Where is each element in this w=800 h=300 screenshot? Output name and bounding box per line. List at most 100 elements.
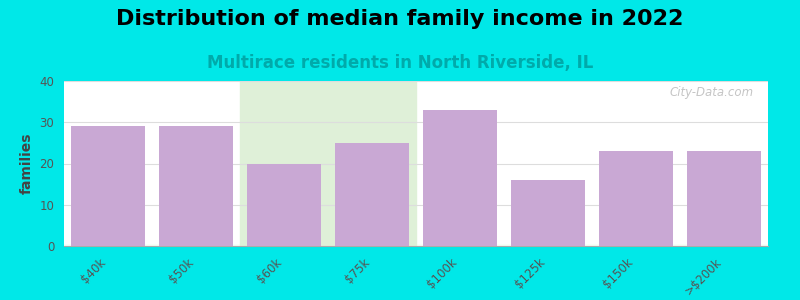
Bar (64, 245, 768, 246)
Bar (64, 245, 768, 246)
Bar (64, 245, 768, 246)
Bar (64, 244, 768, 245)
Bar (64, 244, 768, 245)
Bar (64, 244, 768, 245)
Bar (64, 244, 768, 245)
Bar (64, 244, 768, 245)
Bar (64, 244, 768, 245)
Bar (64, 245, 768, 246)
Bar (64, 244, 768, 245)
Bar (64, 245, 768, 246)
Bar (64, 244, 768, 245)
Bar (64, 245, 768, 246)
Bar (64, 244, 768, 245)
Bar (64, 244, 768, 245)
Bar (64, 244, 768, 245)
Bar (64, 245, 768, 246)
Bar (64, 245, 768, 246)
Y-axis label: families: families (20, 133, 34, 194)
Bar (64, 245, 768, 246)
Bar (64, 244, 768, 245)
Bar (64, 244, 768, 245)
Bar (64, 245, 768, 246)
Bar (64, 245, 768, 246)
Bar (64, 245, 768, 246)
Bar (64, 244, 768, 245)
Bar (64, 244, 768, 245)
Bar (64, 244, 768, 245)
Bar (64, 244, 768, 245)
Bar (64, 245, 768, 246)
Bar (64, 244, 768, 245)
Bar (334, 143, 410, 246)
Bar (64, 244, 768, 245)
Bar (64, 245, 768, 246)
Bar (240, 81, 416, 246)
Bar (64, 244, 768, 245)
Bar (64, 245, 768, 246)
Bar (64, 245, 768, 246)
Bar (64, 245, 768, 246)
Bar (64, 244, 768, 245)
Bar (64, 245, 768, 246)
Bar (64, 244, 768, 245)
Bar (64, 245, 768, 246)
Bar (64, 244, 768, 245)
Bar (64, 244, 768, 245)
Bar (64, 244, 768, 245)
Bar (64, 245, 768, 246)
Bar (64, 244, 768, 245)
Bar (64, 245, 768, 246)
Bar (64, 244, 768, 245)
Bar (64, 245, 768, 246)
Bar (64, 245, 768, 246)
Bar (64, 245, 768, 246)
Bar (64, 244, 768, 245)
Bar (64, 245, 768, 246)
Bar (64, 244, 768, 245)
Bar (64, 245, 768, 246)
Bar (64, 244, 768, 245)
Bar (64, 245, 768, 246)
Bar (64, 245, 768, 246)
Bar (64, 244, 768, 245)
Bar (64, 245, 768, 246)
Bar (64, 245, 768, 246)
Bar (64, 245, 768, 246)
Bar (64, 244, 768, 245)
Bar (64, 244, 768, 245)
Bar (64, 244, 768, 245)
Bar (64, 245, 768, 246)
Bar (64, 244, 768, 245)
Bar (64, 244, 768, 245)
Bar (64, 245, 768, 246)
Bar (64, 244, 768, 245)
Bar (64, 245, 768, 246)
Bar (64, 245, 768, 246)
Bar (64, 244, 768, 245)
Bar (64, 245, 768, 246)
Bar (64, 245, 768, 246)
Bar (64, 245, 768, 246)
Bar (64, 245, 768, 246)
Bar (64, 245, 768, 246)
Bar (64, 244, 768, 245)
Bar (64, 245, 768, 246)
Bar (64, 245, 768, 246)
Bar (246, 164, 322, 246)
Bar (64, 244, 768, 245)
Bar (64, 244, 768, 245)
Bar (64, 244, 768, 245)
Bar (64, 245, 768, 246)
Bar (70, 126, 146, 246)
Bar (64, 245, 768, 246)
Bar (64, 245, 768, 246)
Bar (64, 245, 768, 246)
Bar (64, 244, 768, 245)
Bar (64, 244, 768, 245)
Text: City-Data.com: City-Data.com (670, 86, 754, 99)
Bar (64, 245, 768, 246)
Bar (64, 244, 768, 245)
Bar (64, 245, 768, 246)
Bar (64, 245, 768, 246)
